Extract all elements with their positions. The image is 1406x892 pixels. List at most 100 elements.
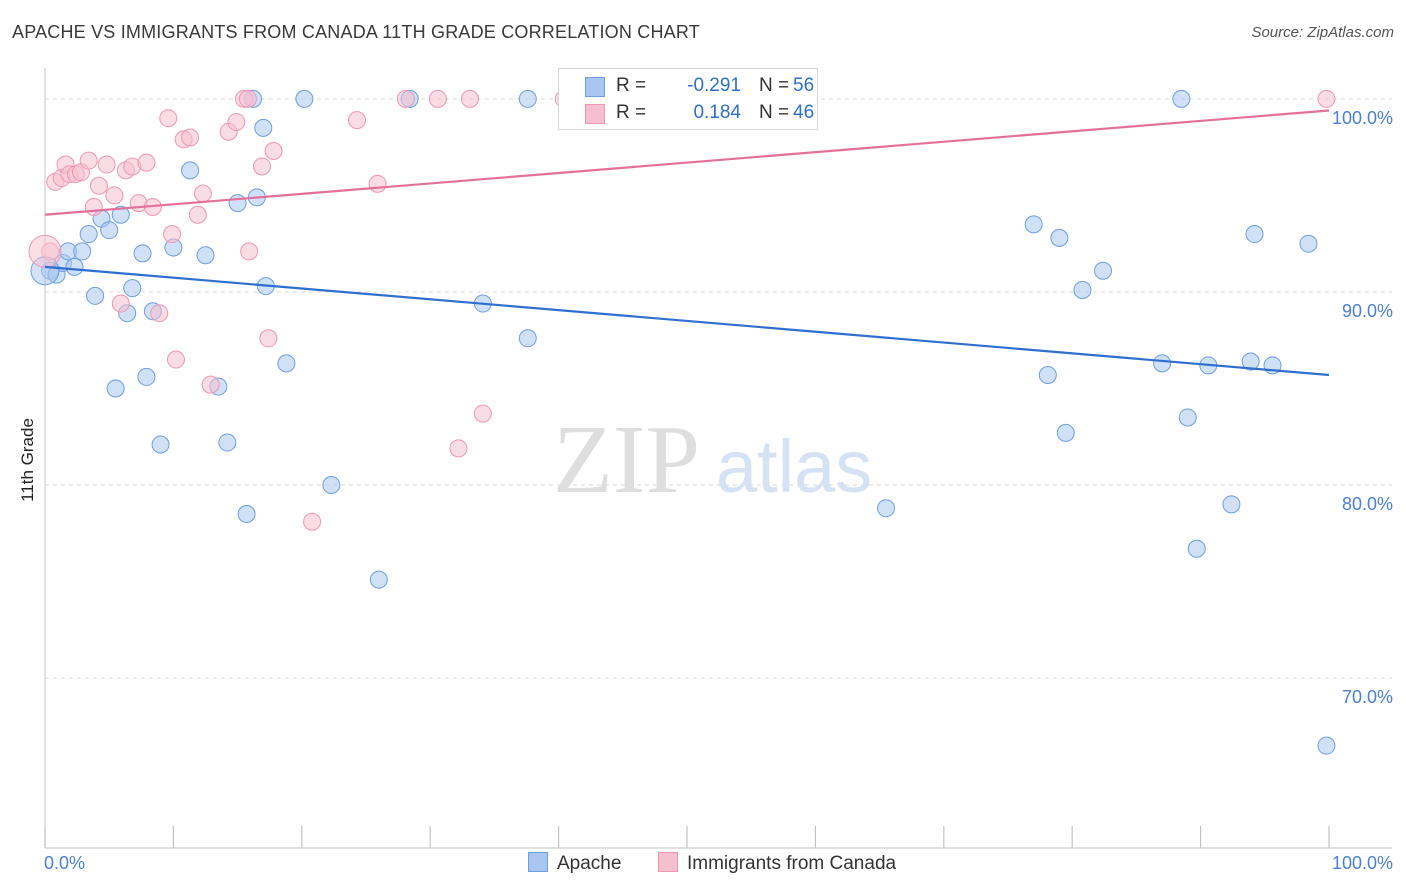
y-tick-label: 80.0% bbox=[1342, 494, 1393, 514]
canada-point bbox=[28, 234, 62, 268]
apache-trend-line bbox=[44, 265, 1330, 377]
apache-n-value: 56 bbox=[793, 75, 815, 96]
trend-lines bbox=[44, 109, 1330, 377]
canada-point bbox=[1317, 89, 1336, 108]
canada-point bbox=[137, 153, 156, 172]
apache-r-value: -0.291 bbox=[687, 75, 741, 96]
canada-point bbox=[449, 439, 468, 458]
y-tick-label: 100.0% bbox=[1332, 108, 1393, 128]
source-credit: Source: ZipAtlas.com bbox=[1251, 24, 1394, 41]
apache-point bbox=[1299, 234, 1318, 253]
apache-point bbox=[86, 286, 105, 305]
apache-point bbox=[1241, 352, 1260, 371]
legend-apache-label: Apache bbox=[557, 853, 622, 874]
legend-item-apache: Apache bbox=[528, 852, 621, 875]
canada-r-label: R = bbox=[616, 102, 647, 123]
apache-point bbox=[1153, 354, 1172, 373]
canada-point bbox=[227, 113, 246, 132]
gridlines bbox=[45, 98, 1392, 679]
canada-point bbox=[105, 186, 124, 205]
canada-n-label: N = bbox=[759, 102, 790, 123]
apache-point bbox=[1073, 281, 1092, 300]
apache-point bbox=[1245, 225, 1264, 244]
apache-point bbox=[1056, 423, 1075, 442]
apache-point bbox=[151, 435, 170, 454]
apache-point bbox=[228, 194, 247, 213]
canada-point bbox=[240, 242, 259, 261]
legend-canada-swatch bbox=[658, 852, 678, 872]
y-tick-label: 70.0% bbox=[1342, 687, 1393, 707]
apache-point bbox=[111, 205, 130, 224]
apache-swatch bbox=[585, 77, 605, 97]
x-ticks bbox=[44, 826, 1330, 848]
canada-point bbox=[368, 174, 387, 193]
legend-item-canada: Immigrants from Canada bbox=[658, 852, 896, 875]
apache-point bbox=[73, 242, 92, 261]
apache-n-label: N = bbox=[759, 75, 790, 96]
apache-point bbox=[218, 433, 237, 452]
canada-r-value: 0.184 bbox=[693, 102, 741, 123]
canada-point bbox=[428, 89, 447, 108]
canada-point bbox=[238, 89, 257, 108]
apache-point bbox=[106, 379, 125, 398]
apache-point bbox=[237, 504, 256, 523]
canada-point bbox=[259, 329, 278, 348]
canada-n-value: 46 bbox=[793, 102, 815, 123]
canada-point bbox=[193, 184, 212, 203]
apache-point bbox=[137, 367, 156, 386]
y-axis-label: 11th Grade bbox=[18, 418, 37, 502]
canada-point bbox=[150, 304, 169, 323]
legend-apache-swatch bbox=[528, 852, 548, 872]
canada-point bbox=[252, 157, 271, 176]
watermark-zip: ZIP bbox=[553, 406, 700, 514]
apache-point bbox=[322, 476, 341, 495]
apache-point bbox=[1024, 215, 1043, 234]
apache-point bbox=[1038, 365, 1057, 384]
canada-swatch bbox=[585, 104, 605, 124]
canada-point bbox=[188, 205, 207, 224]
apache-point bbox=[1178, 408, 1197, 427]
apache-point bbox=[181, 161, 200, 180]
canada-point bbox=[348, 111, 367, 130]
canada-point bbox=[461, 89, 480, 108]
apache-point bbox=[877, 499, 896, 518]
apache-point bbox=[123, 279, 142, 298]
y-tick-labels: 100.0% 90.0% 80.0% 70.0% bbox=[1332, 108, 1393, 707]
canada-point bbox=[181, 128, 200, 147]
y-tick-label: 90.0% bbox=[1342, 301, 1393, 321]
canada-point bbox=[79, 151, 98, 170]
canada-point bbox=[303, 512, 322, 531]
apache-point bbox=[254, 118, 273, 137]
canada-point bbox=[473, 404, 492, 423]
watermark-atlas: atlas bbox=[716, 425, 872, 508]
apache-point bbox=[369, 570, 388, 589]
x-tick-label-max: 100.0% bbox=[1332, 853, 1393, 873]
x-tick-label-min: 0.0% bbox=[44, 853, 85, 873]
apache-point bbox=[1222, 495, 1241, 514]
axes bbox=[44, 68, 1392, 849]
apache-r-label: R = bbox=[616, 75, 647, 96]
canada-point bbox=[159, 109, 178, 128]
canada-point bbox=[264, 142, 283, 161]
canada-point bbox=[84, 198, 103, 217]
canada-point bbox=[201, 375, 220, 394]
apache-point bbox=[1187, 539, 1206, 558]
watermark: ZIP atlas bbox=[553, 406, 872, 514]
apache-point bbox=[1050, 228, 1069, 247]
apache-point bbox=[65, 257, 84, 276]
canada-point bbox=[396, 89, 415, 108]
apache-point bbox=[277, 354, 296, 373]
canada-trend-line bbox=[44, 109, 1330, 216]
canada-point bbox=[166, 350, 185, 369]
canada-point bbox=[89, 176, 108, 195]
apache-point bbox=[133, 244, 152, 263]
apache-point bbox=[1094, 261, 1113, 280]
apache-point bbox=[295, 89, 314, 108]
apache-point bbox=[100, 221, 119, 240]
chart-title: APACHE VS IMMIGRANTS FROM CANADA 11TH GR… bbox=[12, 22, 700, 42]
apache-point bbox=[1317, 736, 1336, 755]
apache-point bbox=[518, 329, 537, 348]
canada-point bbox=[97, 155, 116, 174]
apache-point bbox=[79, 225, 98, 244]
